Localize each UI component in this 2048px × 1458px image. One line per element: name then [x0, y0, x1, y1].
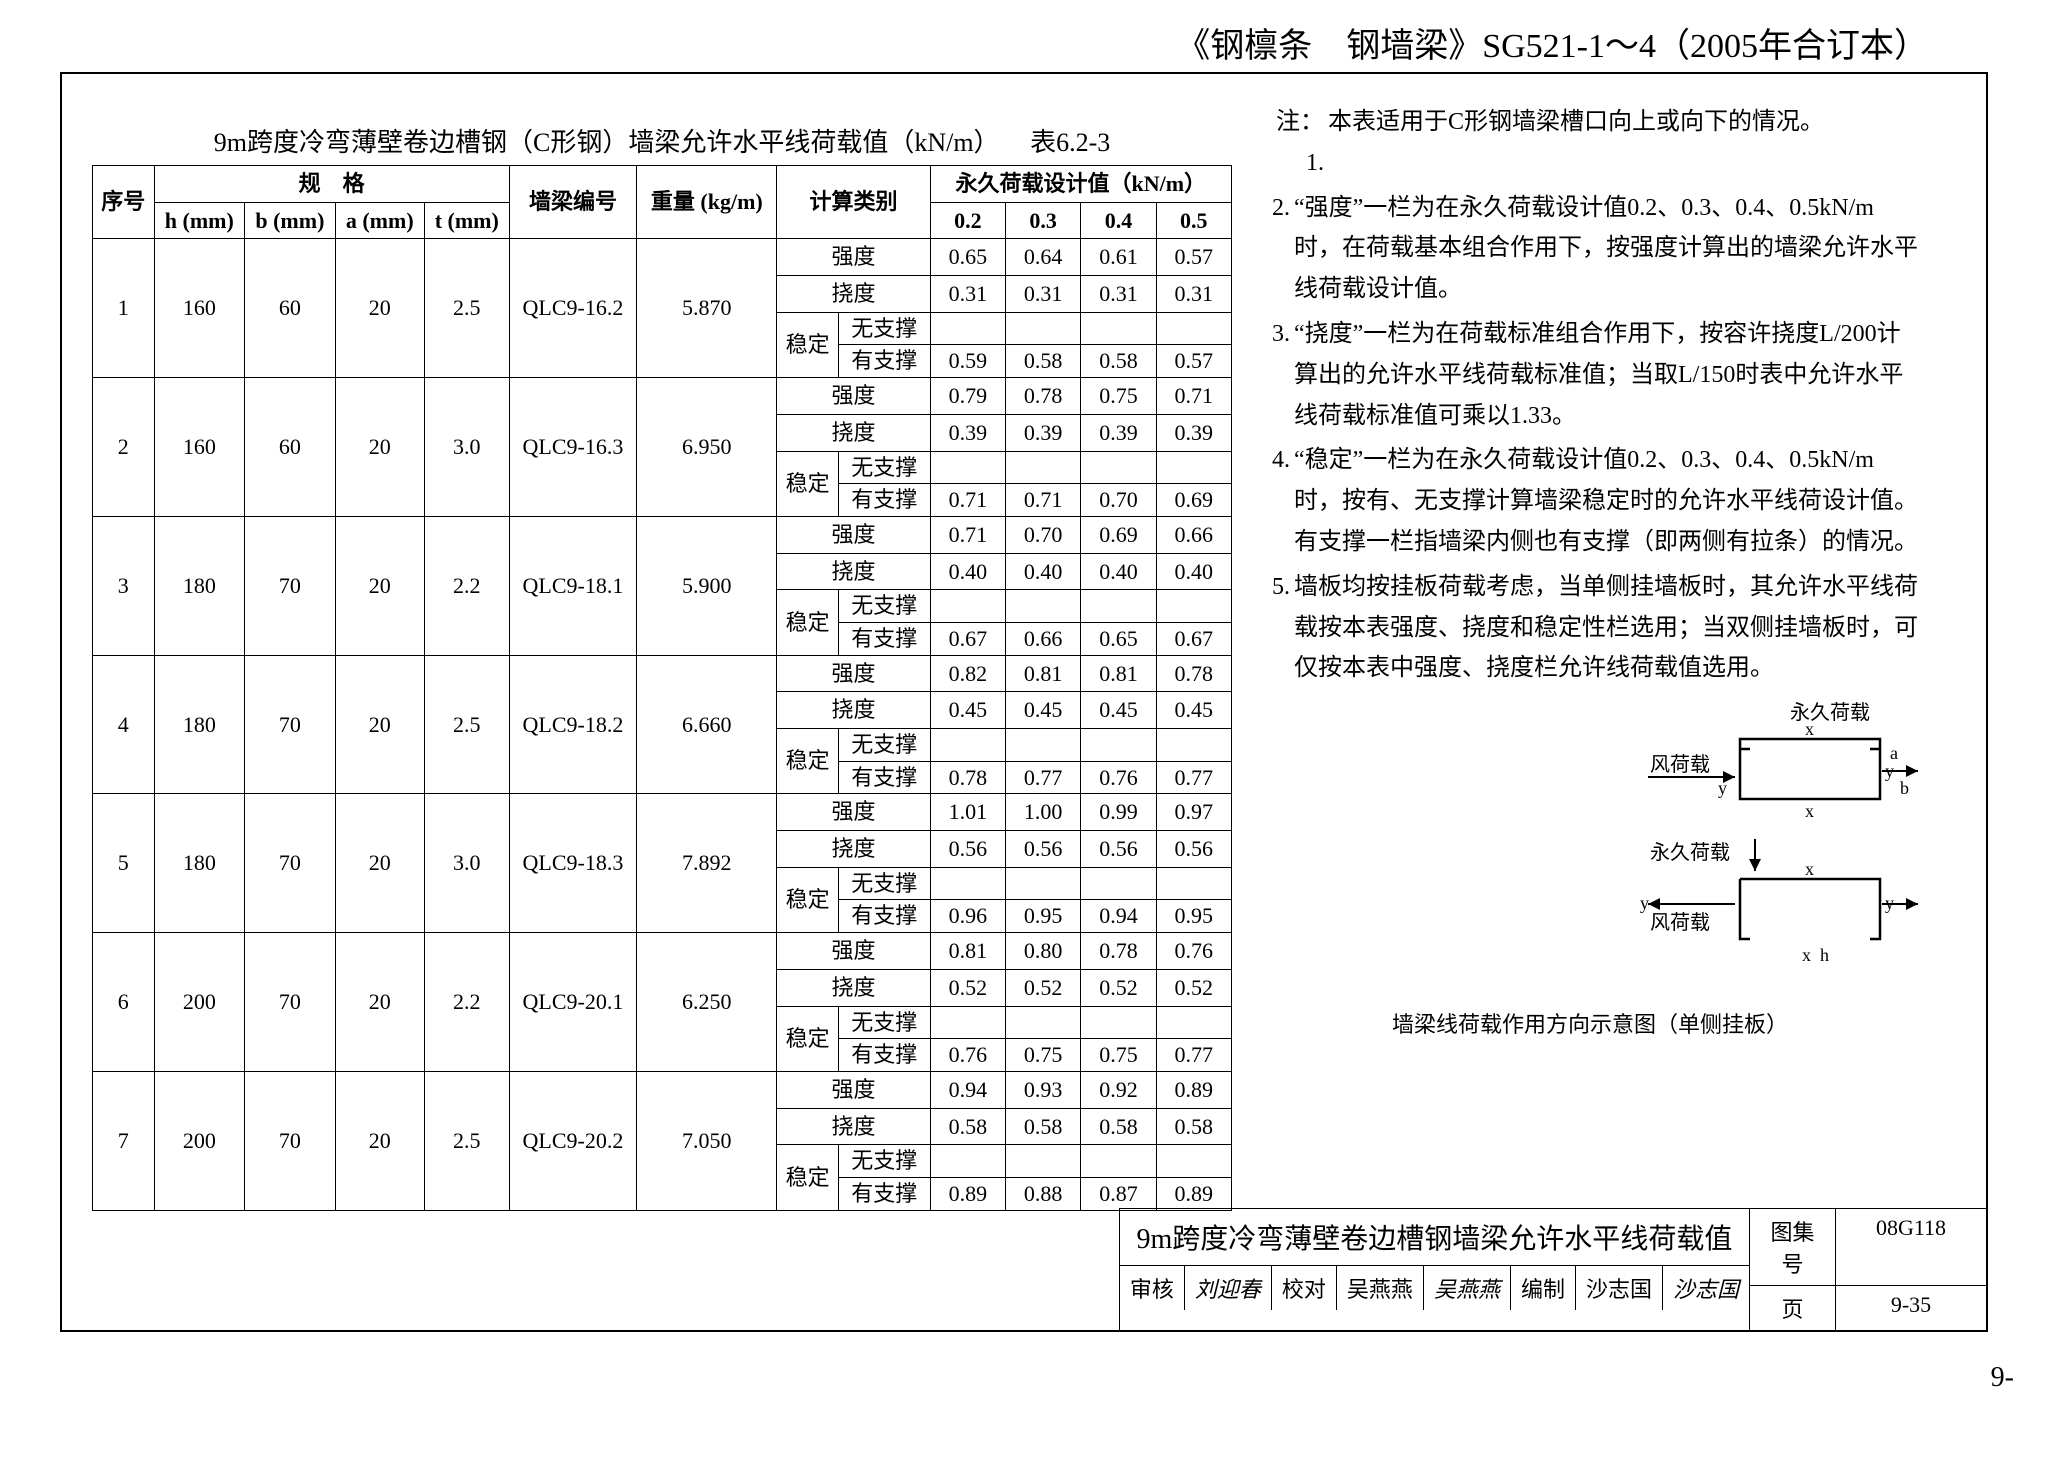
tb-review-sig: 刘迎春 [1185, 1266, 1272, 1310]
tb-check-sig: 吴燕燕 [1424, 1266, 1511, 1310]
th-code: 墙梁编号 [509, 166, 636, 239]
th-seq: 序号 [93, 166, 155, 239]
perm-load-label: 永久荷载 [1790, 701, 1870, 724]
tb-setno: 08G118 [1836, 1209, 1986, 1285]
th-weight: 重量 (kg/m) [637, 166, 777, 239]
table-row: 116060202.5QLC9-16.25.870强度0.650.640.610… [93, 239, 1232, 276]
svg-text:永久荷载: 永久荷载 [1650, 841, 1730, 864]
th-b: b (mm) [245, 202, 336, 239]
tb-draw-label: 编制 [1511, 1266, 1576, 1310]
page-side-number: 9- [1991, 1362, 2014, 1394]
svg-text:y: y [1718, 778, 1727, 798]
svg-text:x: x [1805, 859, 1814, 879]
th-c1: 0.2 [930, 202, 1005, 239]
svg-text:a: a [1890, 743, 1898, 763]
table-number: 表6.2-3 [1030, 128, 1110, 157]
svg-text:b: b [1900, 778, 1909, 798]
note-item: 2.“强度”一栏为在永久荷载设计值0.2、0.3、0.4、0.5kN/m时，在荷… [1260, 188, 1920, 310]
tb-page-label: 页 [1750, 1286, 1836, 1330]
svg-text:x: x [1805, 801, 1814, 821]
th-spec: 规 格 [154, 166, 509, 203]
table-row: 216060203.0QLC9-16.36.950强度0.790.780.750… [93, 378, 1232, 415]
tb-setno-label: 图集号 [1750, 1209, 1836, 1285]
th-t: t (mm) [424, 202, 509, 239]
data-table: 序号 规 格 墙梁编号 重量 (kg/m) 计算类别 永久荷载设计值（kN/m）… [92, 165, 1232, 1211]
table-title-main: 9m跨度冷弯薄壁卷边槽钢（C形钢）墙梁允许水平线荷载值（kN/m） [214, 128, 1000, 157]
title-block: 9m跨度冷弯薄壁卷边槽钢墙梁允许水平线荷载值 审核 刘迎春 校对 吴燕燕 吴燕燕… [1119, 1208, 1986, 1330]
svg-text:风荷载: 风荷载 [1650, 753, 1710, 776]
load-diagram-icon: 永久荷载 x x a b 风荷载 y y [1540, 699, 1920, 999]
note-item: 4.“稳定”一栏为在永久荷载设计值0.2、0.3、0.4、0.5kN/m时，按有… [1260, 440, 1920, 562]
tb-title: 9m跨度冷弯薄壁卷边槽钢墙梁允许水平线荷载值 [1120, 1209, 1749, 1266]
svg-text:x: x [1805, 719, 1814, 739]
tb-draw-sig: 沙志国 [1663, 1266, 1749, 1310]
table-row: 620070202.2QLC9-20.16.250强度0.810.800.780… [93, 933, 1232, 970]
page-header: 《钢檩条 钢墙梁》SG521-1～4（2005年合订本） [1176, 18, 1928, 67]
diagram-area: 永久荷载 x x a b 风荷载 y y [1260, 699, 1920, 999]
table-row: 418070202.5QLC9-18.26.660强度0.820.810.810… [93, 655, 1232, 692]
tb-check-label: 校对 [1272, 1266, 1337, 1310]
note-item: 注：1.本表适用于C形钢墙梁槽口向上或向下的情况。 [1260, 102, 1920, 184]
svg-text:h: h [1820, 945, 1829, 965]
th-calc: 计算类别 [777, 166, 930, 239]
table-title: 9m跨度冷弯薄壁卷边槽钢（C形钢）墙梁允许水平线荷载值（kN/m） 表6.2-3 [92, 122, 1232, 159]
th-c4: 0.5 [1156, 202, 1231, 239]
th-c2: 0.3 [1005, 202, 1080, 239]
diagram-caption: 墙梁线荷载作用方向示意图（单侧挂板） [1260, 1007, 1920, 1039]
note-item: 3.“挠度”一栏为在荷载标准组合作用下，按容许挠度L/200计算出的允许水平线荷… [1260, 314, 1920, 436]
tb-review-label: 审核 [1120, 1266, 1185, 1310]
th-a: a (mm) [335, 202, 424, 239]
table-row: 318070202.2QLC9-18.15.900强度0.710.700.690… [93, 516, 1232, 553]
tb-page: 9-35 [1836, 1286, 1986, 1330]
tb-check-name: 吴燕燕 [1337, 1266, 1424, 1310]
svg-text:y: y [1640, 893, 1649, 913]
svg-text:x: x [1802, 945, 1811, 965]
table-row: 720070202.5QLC9-20.27.050强度0.940.930.920… [93, 1071, 1232, 1108]
th-perm: 永久荷载设计值（kN/m） [930, 166, 1231, 203]
tb-draw-name: 沙志国 [1576, 1266, 1663, 1310]
th-h: h (mm) [154, 202, 245, 239]
page-frame: 9m跨度冷弯薄壁卷边槽钢（C形钢）墙梁允许水平线荷载值（kN/m） 表6.2-3… [60, 72, 1988, 1332]
notes-list: 注：1.本表适用于C形钢墙梁槽口向上或向下的情况。2.“强度”一栏为在永久荷载设… [1260, 102, 1920, 689]
table-row: 518070203.0QLC9-18.37.892强度1.011.000.990… [93, 794, 1232, 831]
svg-text:风荷载: 风荷载 [1650, 911, 1710, 934]
table-region: 9m跨度冷弯薄壁卷边槽钢（C形钢）墙梁允许水平线荷载值（kN/m） 表6.2-3… [92, 102, 1232, 1211]
notes-region: 注：1.本表适用于C形钢墙梁槽口向上或向下的情况。2.“强度”一栏为在永久荷载设… [1260, 102, 1920, 1211]
th-c3: 0.4 [1081, 202, 1156, 239]
note-item: 5.墙板均按挂板荷载考虑，当单侧挂墙板时，其允许水平线荷载按本表强度、挠度和稳定… [1260, 567, 1920, 689]
